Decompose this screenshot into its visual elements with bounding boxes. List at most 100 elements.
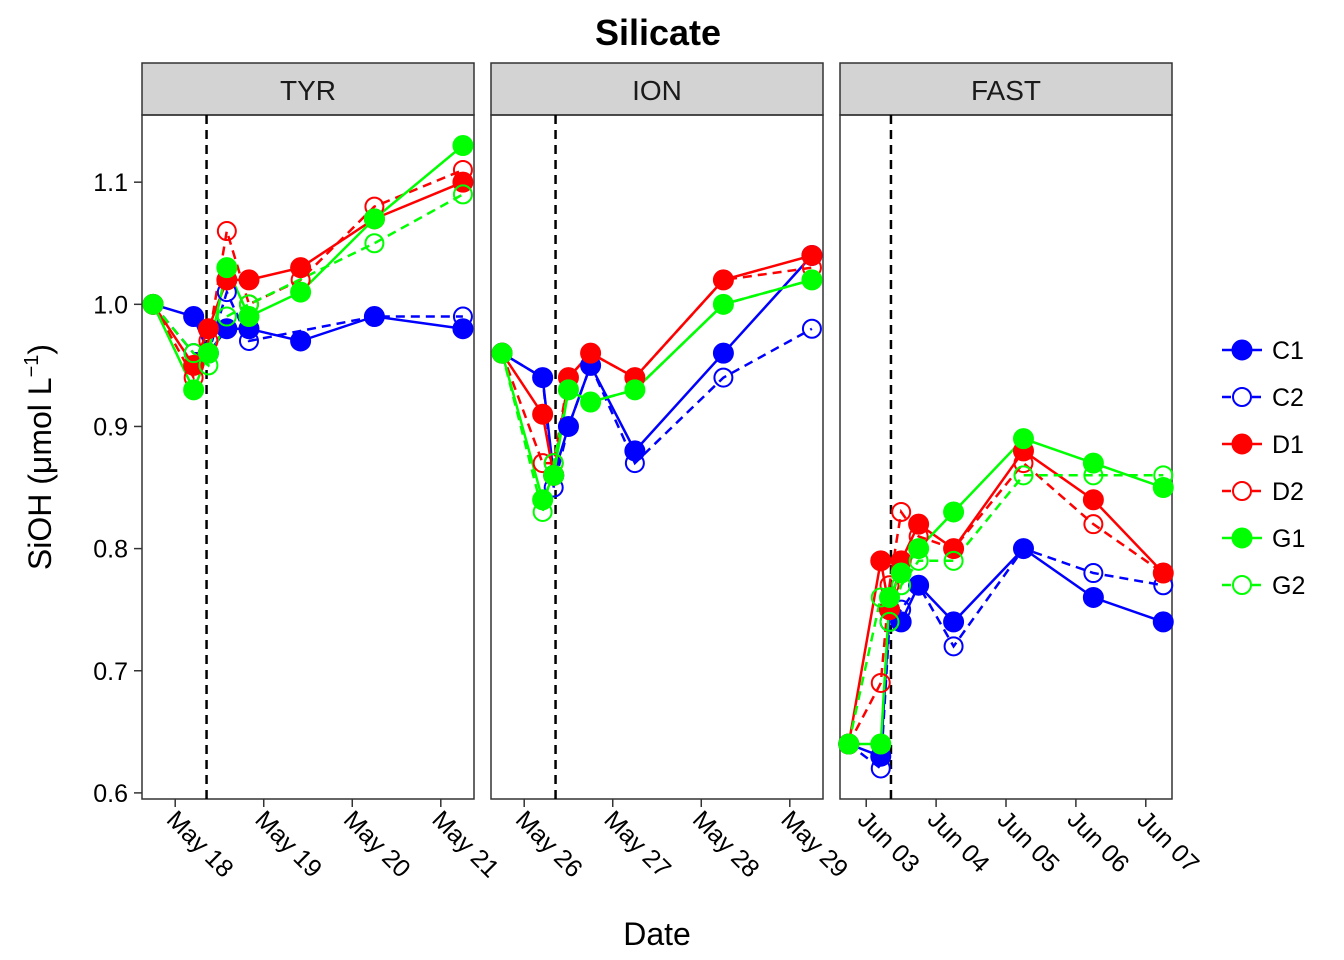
panel-ion: ION May 26 May 27 May 28 May 29 — [490, 62, 854, 883]
x-tick-label: Jun 03 — [852, 805, 925, 878]
point-g2 — [713, 294, 734, 315]
x-tick-label: May 19 — [249, 805, 327, 883]
y-tick-label: 1.1 — [93, 169, 128, 197]
point-c1 — [712, 342, 734, 364]
facet-label: FAST — [971, 75, 1041, 106]
point-d1 — [1082, 489, 1104, 511]
point-d2 — [580, 343, 601, 364]
point-c2 — [532, 367, 553, 388]
legend-key-point — [1232, 481, 1252, 501]
point-c1 — [943, 611, 965, 633]
point-d2 — [943, 538, 964, 559]
y-axis-title: SiOH (μmol L−1) — [21, 344, 58, 570]
legend-label: C1 — [1272, 337, 1304, 365]
x-tick-label: May 21 — [427, 805, 505, 883]
point-g2 — [1083, 465, 1104, 486]
point-g2 — [580, 392, 601, 413]
y-tick-label: 0.6 — [93, 780, 128, 808]
x-tick-label: Jun 07 — [1132, 805, 1205, 878]
y-axis: 0.6 0.7 0.8 0.9 1.0 1.1 — [93, 169, 142, 808]
point-d2 — [216, 221, 237, 242]
y-axis-title-close: ) — [22, 344, 58, 355]
point-g2 — [891, 575, 912, 596]
series-line-c2 — [847, 547, 1164, 771]
x-tick-label: Jun 04 — [922, 805, 995, 878]
x-axis-title: Date — [623, 916, 691, 952]
x-tick-label: May 26 — [510, 805, 588, 883]
point-c2 — [238, 330, 259, 351]
point-c2 — [801, 318, 822, 339]
point-g2 — [216, 306, 237, 327]
point-c1 — [183, 306, 205, 328]
y-tick-label: 0.9 — [93, 413, 128, 441]
point-g1 — [1012, 428, 1034, 450]
point-d2 — [1153, 563, 1174, 584]
point-g2 — [532, 501, 553, 522]
series-points — [491, 244, 823, 522]
series-line-g2 — [152, 193, 464, 368]
series-line-d2 — [500, 266, 813, 465]
point-d2 — [532, 453, 553, 474]
point-c2 — [1013, 538, 1034, 559]
legend-label: D1 — [1272, 431, 1304, 459]
point-c2 — [713, 367, 734, 388]
point-g2 — [879, 611, 900, 632]
point-g1 — [870, 733, 892, 755]
panel-border — [141, 114, 475, 800]
panel-tyr: TYR May 18 May 19 May 20 May 21 — [141, 62, 505, 883]
point-g2 — [492, 343, 513, 364]
point-g1 — [943, 501, 965, 523]
point-c2 — [1083, 563, 1104, 584]
point-g2 — [908, 550, 929, 571]
legend-key-point — [1232, 387, 1252, 407]
legend-key-point — [1231, 339, 1253, 361]
point-d2 — [870, 672, 891, 693]
facet-strip — [490, 62, 824, 116]
y-tick-label: 1.0 — [93, 291, 128, 319]
point-g2 — [801, 269, 822, 290]
point-d2 — [452, 159, 473, 180]
point-c2 — [364, 306, 385, 327]
point-c2 — [452, 306, 473, 327]
x-tick-label: May 27 — [598, 805, 676, 883]
legend-label: G2 — [1272, 572, 1305, 600]
point-d1 — [532, 403, 554, 425]
x-tick-label: Jun 06 — [1062, 805, 1135, 878]
point-c2 — [624, 453, 645, 474]
legend-key-point — [1231, 527, 1253, 549]
y-tick-label: 0.7 — [93, 658, 128, 686]
point-g2 — [364, 233, 385, 254]
point-c1 — [290, 330, 312, 352]
facet-strip — [141, 62, 475, 116]
series-points — [838, 428, 1174, 779]
point-d2 — [713, 269, 734, 290]
legend-key-point — [1232, 575, 1252, 595]
point-g2 — [624, 379, 645, 400]
point-g2 — [238, 294, 259, 315]
point-d2 — [1083, 514, 1104, 535]
legend: C1 C2 D1 D2 G1 G2 — [1222, 337, 1305, 600]
y-tick-label: 0.8 — [93, 536, 128, 564]
x-tick-label: Jun 05 — [992, 805, 1065, 878]
point-g2 — [558, 379, 579, 400]
x-tick-label: May 18 — [161, 805, 239, 883]
point-g2 — [143, 294, 164, 315]
x-tick-label: May 29 — [776, 805, 854, 883]
legend-label: C2 — [1272, 384, 1304, 412]
point-g1 — [452, 135, 474, 157]
facet-strip — [839, 62, 1173, 116]
series-line-c2 — [501, 327, 813, 488]
point-g2 — [1013, 465, 1034, 486]
point-g1 — [216, 257, 238, 279]
legend-item-c1: C1 — [1222, 337, 1304, 365]
legend-label: D2 — [1272, 478, 1304, 506]
point-g1 — [183, 379, 205, 401]
point-d2 — [1013, 453, 1034, 474]
point-d2 — [891, 501, 912, 522]
legend-item-d1: D1 — [1222, 431, 1304, 459]
point-c2 — [943, 636, 964, 657]
point-c1 — [1082, 586, 1104, 608]
series-line-d2 — [847, 461, 1165, 745]
